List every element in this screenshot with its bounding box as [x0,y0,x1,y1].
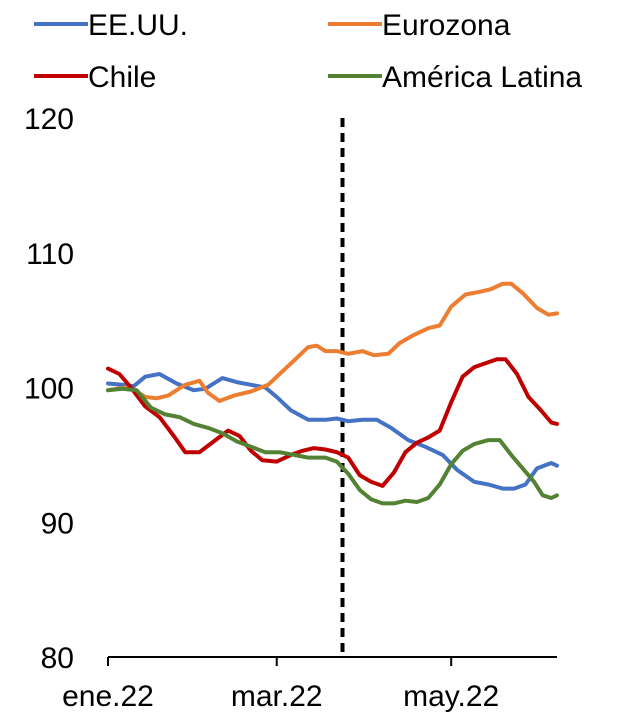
series-line-eurozona [106,281,559,403]
legend-label-am-rica-latina: América Latina [382,61,582,94]
y-tick-label: 110 [26,238,74,271]
y-tick-label: 120 [24,103,74,136]
axes: ene.22 mar.22 may.22 80 90 100 110 120 [24,103,557,713]
series-layer [106,281,559,506]
series-line-am-rica-latina [106,386,559,506]
y-tick-label: 100 [24,373,74,406]
legend: EE.UU. Eurozona Chile América Latina [34,9,582,94]
x-tick-label: may.22 [403,680,499,713]
x-tick-label: ene.22 [62,680,154,713]
x-tick-label: mar.22 [231,680,323,713]
y-tick-label: 80 [41,642,74,675]
legend-label-ee-uu-: EE.UU. [88,9,188,42]
legend-label-chile: Chile [88,61,156,94]
y-tick-label: 90 [41,507,74,540]
series-line-chile [106,357,559,488]
legend-label-eurozona: Eurozona [382,9,511,42]
